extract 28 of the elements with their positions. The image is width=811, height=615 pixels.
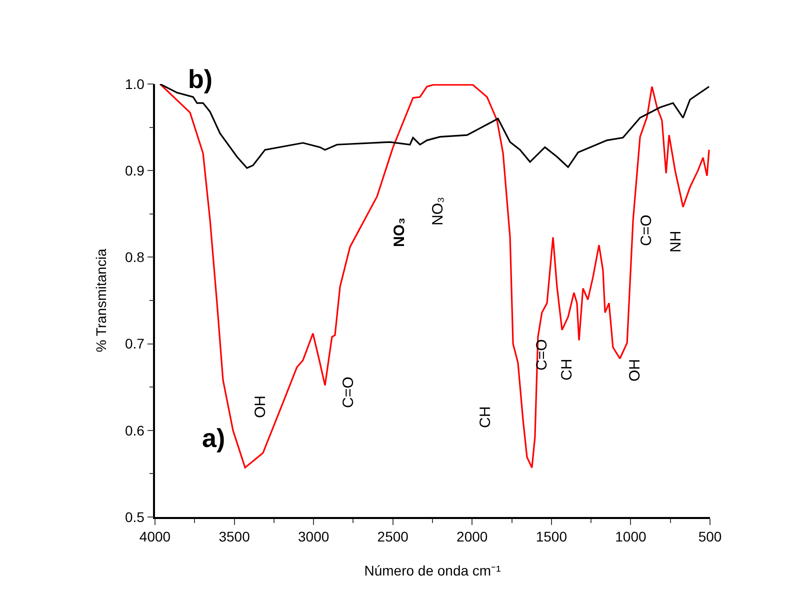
annotation: CH — [477, 406, 494, 428]
y-tick-label: 0.7 — [124, 336, 145, 352]
annotation: a) — [202, 423, 226, 453]
annotation: b) — [188, 64, 213, 94]
annotation: CH — [558, 358, 576, 380]
y-tick-label: 0.6 — [124, 422, 145, 438]
x-tick-label: 4000 — [139, 528, 171, 545]
y-tick-label: 0.8 — [124, 249, 145, 266]
x-tick-label: 2500 — [377, 528, 409, 545]
x-tick-label: 500 — [698, 528, 722, 545]
x-tick-label: 2000 — [456, 528, 488, 545]
x-tick-label: 1500 — [536, 528, 568, 545]
y-axis-title: % Transmitancia — [93, 248, 110, 352]
annotation: C=O — [534, 339, 550, 370]
annotation: OH — [626, 359, 644, 382]
x-axis-title: Número de onda cm⁻¹ — [364, 562, 502, 578]
annotation: NO₃ — [391, 218, 408, 247]
x-tick-label: 3500 — [218, 528, 250, 545]
x-tick-label: 1000 — [615, 528, 646, 545]
y-tick-label: 0.5 — [124, 508, 145, 525]
annotation: OH — [252, 396, 269, 418]
annotation: NO₃ — [430, 196, 446, 226]
annotation: C=O — [340, 376, 357, 408]
x-tick-label: 3000 — [298, 528, 330, 545]
annotation: C=O — [638, 214, 655, 246]
y-tick-label: 0.9 — [124, 162, 145, 178]
y-tick-label: 1.0 — [124, 76, 145, 92]
annotation: NH — [668, 230, 684, 252]
